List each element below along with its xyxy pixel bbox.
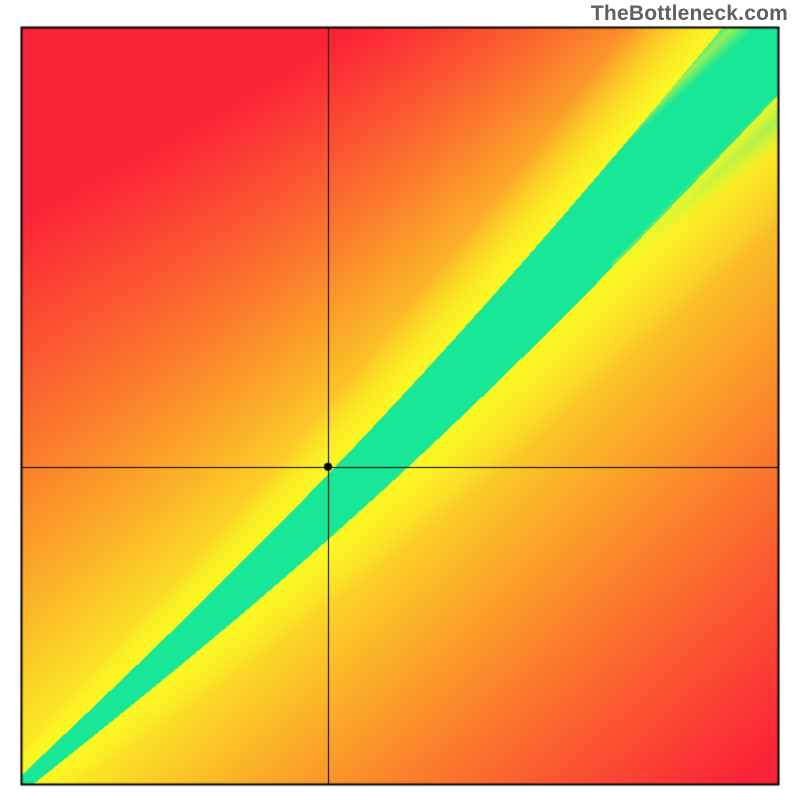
chart-container: TheBottleneck.com	[0, 0, 800, 800]
bottleneck-heatmap-canvas	[0, 0, 800, 800]
attribution-label: TheBottleneck.com	[591, 2, 788, 26]
